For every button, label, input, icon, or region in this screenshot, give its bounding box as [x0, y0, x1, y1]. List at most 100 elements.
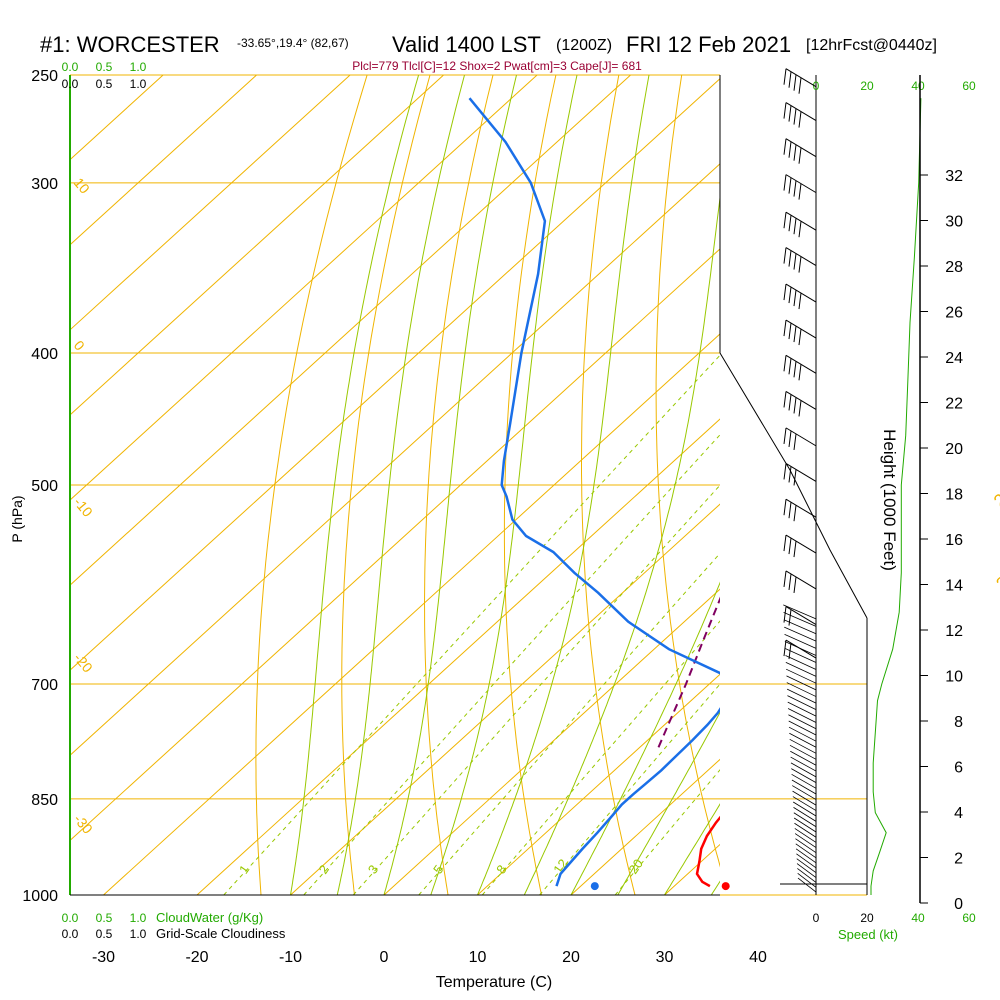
dry-adiabat [655, 75, 720, 868]
pressure-axis-ticks: 250 300 400 500 700 850 1000 [22, 68, 58, 905]
low-level-wind-barb [785, 668, 817, 684]
speed-tick-bottom: 20 [860, 911, 874, 925]
low-level-wind-barb [793, 817, 817, 833]
low-level-wind-barb [790, 756, 817, 772]
x-tick-label: 20 [562, 949, 580, 966]
isotherm-lines [70, 75, 720, 895]
x-tick-label: 10 [469, 949, 487, 966]
wind-barb [783, 102, 817, 128]
low-level-wind-barb [786, 675, 817, 691]
low-level-wind-barb [783, 612, 817, 627]
cloudiness-tick: 0.5 [96, 77, 113, 91]
moist-adiabat-lines [290, 75, 720, 895]
wind-barb-feather [788, 430, 792, 447]
wind-barb-feather [793, 541, 797, 558]
wind-barb [783, 283, 817, 310]
mixing-ratio-lines [223, 354, 720, 895]
speed-tick-top: 60 [962, 79, 976, 93]
isotherm-label-right: 20 [990, 483, 1000, 511]
wind-barb-feather [788, 643, 792, 660]
wind-barb [783, 463, 817, 486]
low-level-wind-barb [789, 732, 817, 748]
mixing-ratio-label: 1 [236, 862, 252, 877]
wind-barb-feather [783, 391, 787, 408]
height-tick-label: 28 [945, 259, 963, 276]
speed-tick-top: 0 [813, 79, 820, 93]
x-axis-title: Temperature (C) [436, 974, 552, 991]
station-coords: -33.65°,19.4° (82,67) [237, 36, 349, 50]
height-tick-label: 10 [945, 669, 963, 686]
height-tick-label: 4 [954, 805, 963, 822]
cloud-axes: 0.0 0.5 1.0 0.0 0.5 1.0 0.0 0.5 1.0 0.0 0.5 1.0 [62, 60, 147, 941]
isotherm-line [103, 333, 720, 895]
isotherm-line [70, 75, 257, 246]
wind-barb-feather [783, 535, 787, 552]
pressure-tick-label: 400 [31, 346, 58, 363]
wind-barb-feather [783, 606, 787, 623]
wind-barb-feather [793, 74, 797, 91]
isotherm-line [70, 75, 351, 331]
wind-barb-feather [793, 361, 797, 378]
cloudiness-tick: 1.0 [130, 927, 147, 941]
wind-barb-feather [783, 355, 787, 372]
low-level-wind-barb [797, 868, 817, 883]
wind-barb-feather [798, 364, 802, 381]
cloudwater-tick: 0.0 [62, 60, 79, 74]
low-level-wind-barb [795, 838, 817, 854]
low-level-wind-barb [792, 790, 817, 806]
dry-adiabat [996, 75, 1000, 895]
zulu-time: (1200Z) [556, 37, 612, 54]
low-level-wind-barb [793, 807, 817, 822]
x-tick-label: -20 [185, 949, 208, 966]
mixing-ratio-line [481, 620, 720, 895]
moist-adiabat [617, 711, 720, 895]
surface-temperature-dot [721, 882, 730, 891]
wind-barb-feather [793, 576, 797, 593]
temperature-axis-ticks: -30 -20 -10 0 10 20 30 40 [92, 949, 767, 966]
low-level-wind-barb [788, 714, 817, 730]
low-level-wind-barb [789, 744, 817, 760]
isotherm-label-left: -20 [71, 650, 96, 676]
low-level-wind-barb [785, 655, 817, 670]
wind-barb-feather [783, 570, 787, 587]
wind-barb-feather [788, 609, 792, 626]
mixing-ratio-line [352, 484, 720, 895]
wind-barb-feather [783, 463, 787, 480]
dry-adiabat [341, 75, 431, 895]
height-tick-label: 2 [954, 851, 963, 868]
speed-tick-bottom: 0 [813, 911, 820, 925]
height-tick-label: 30 [945, 214, 963, 231]
isotherm-line [70, 248, 720, 842]
low-level-wind-barb [789, 738, 817, 754]
low-level-wind-barb [784, 626, 817, 642]
mixing-ratio-line [614, 769, 720, 895]
low-level-wind-barb [796, 858, 817, 874]
height-tick-label: 12 [945, 623, 963, 640]
cloudwater-tick: 1.0 [130, 60, 147, 74]
moist-adiabat [523, 193, 720, 895]
pressure-tick-label: 1000 [22, 888, 58, 905]
wind-barb-feather [793, 218, 797, 235]
speed-tick-bottom: 60 [962, 911, 976, 925]
surface-dewpoint-dot [590, 882, 599, 891]
isotherm-label-left: -30 [71, 811, 96, 837]
cloudwater-tick: 0.5 [96, 60, 113, 74]
speed-tick-top: 20 [860, 79, 874, 93]
dry-adiabat [423, 75, 494, 895]
wind-barb-feather [788, 71, 792, 88]
low-level-wind-barb [791, 773, 817, 789]
x-tick-label: 0 [380, 949, 389, 966]
wind-barb [783, 570, 817, 593]
speed-tick-bottom: 40 [911, 911, 925, 925]
wind-barb-feather [783, 640, 787, 657]
wind-barb-feather [783, 174, 787, 191]
x-tick-label: -30 [92, 949, 115, 966]
isotherm-line [70, 75, 538, 501]
wind-barb-feather [788, 141, 792, 158]
moist-adiabat [336, 75, 465, 895]
low-level-wind-barb [790, 762, 817, 778]
isotherm-line [290, 503, 720, 895]
wind-barb-feather [798, 77, 802, 94]
isotherm-label-left: -10 [71, 494, 96, 520]
